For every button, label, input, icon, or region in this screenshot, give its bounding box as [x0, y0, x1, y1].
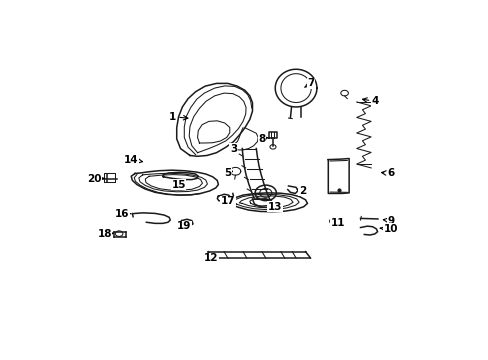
Text: 13: 13 [267, 202, 282, 212]
Text: 17: 17 [220, 196, 235, 206]
Text: 3: 3 [229, 143, 237, 153]
Text: 14: 14 [123, 155, 142, 165]
Text: 18: 18 [97, 229, 113, 239]
Text: 1: 1 [169, 112, 187, 122]
Text: 4: 4 [362, 96, 379, 107]
Text: 6: 6 [381, 168, 394, 179]
Text: 9: 9 [383, 216, 394, 226]
Text: 10: 10 [379, 224, 397, 234]
Text: 11: 11 [330, 219, 345, 228]
Text: 2: 2 [297, 186, 305, 196]
Text: 8: 8 [258, 134, 267, 144]
Text: 15: 15 [171, 180, 185, 190]
Text: 7: 7 [304, 78, 314, 89]
Text: 12: 12 [203, 253, 218, 263]
Text: 20: 20 [87, 174, 104, 184]
Text: 16: 16 [114, 209, 130, 219]
Text: 5: 5 [224, 168, 232, 179]
Text: 19: 19 [177, 221, 191, 231]
